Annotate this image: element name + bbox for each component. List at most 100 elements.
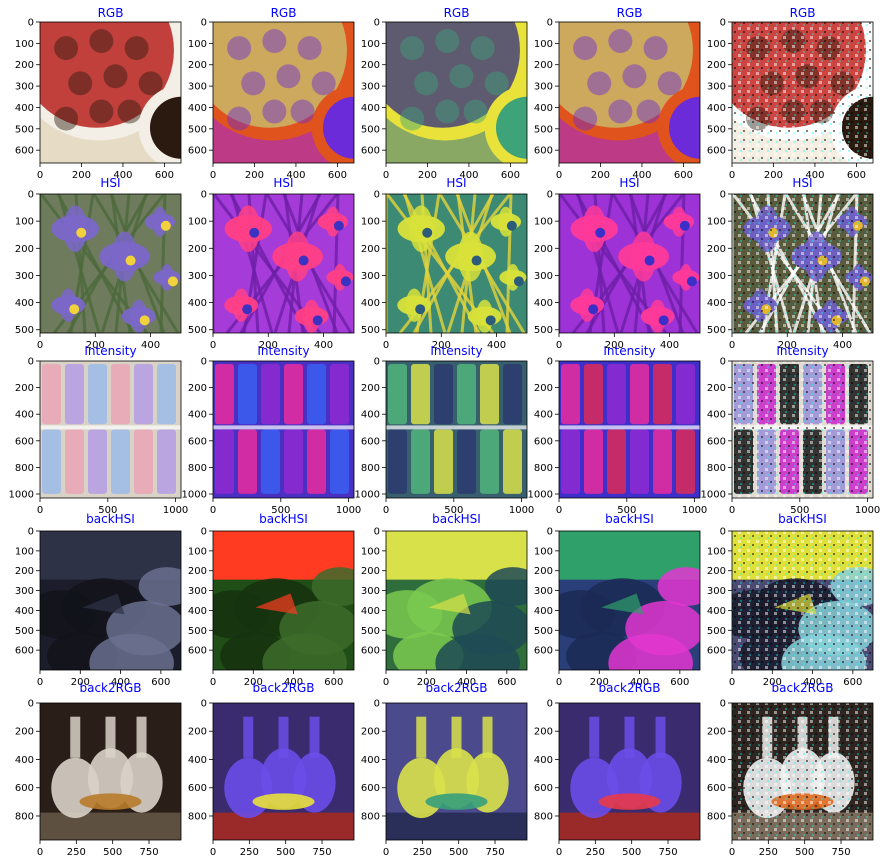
y-tick-label: 600 xyxy=(361,436,380,447)
y-tick-label: 200 xyxy=(361,60,380,71)
subplot-r5-c5: back2RGB 0 200 400 600 800 0 250 500 750 xyxy=(707,681,874,858)
y-tick-label: 0 xyxy=(28,18,34,29)
x-tick-label: 400 xyxy=(487,340,506,351)
subplot-title: RGB xyxy=(271,6,297,20)
x-tick-label: 600 xyxy=(847,170,866,181)
y-tick-label: 400 xyxy=(534,103,553,114)
subplot-r5-c2: back2RGB 0 200 400 600 800 0 250 500 750 xyxy=(188,681,355,858)
y-tick-label: 300 xyxy=(534,271,553,282)
y-tick-label: 0 xyxy=(201,18,207,29)
y-tick-label: 0 xyxy=(547,190,553,201)
y-tick-label: 200 xyxy=(707,566,726,577)
y-tick-label: 200 xyxy=(15,383,34,394)
rock-shape xyxy=(657,567,700,607)
axes-frame xyxy=(212,21,355,164)
decanter-neck xyxy=(451,716,462,758)
y-tick-label: 300 xyxy=(15,271,34,282)
y-tick-label: 200 xyxy=(534,60,553,71)
y-tick-label: 200 xyxy=(534,566,553,577)
subplot-title: back2RGB xyxy=(771,681,833,695)
y-tick-label: 400 xyxy=(15,606,34,617)
subplot-title: Intensity xyxy=(430,344,482,358)
y-tick-label: 100 xyxy=(361,39,380,50)
rock-shape xyxy=(89,633,174,670)
y-tick-label: 800 xyxy=(361,463,380,474)
decanter-neck xyxy=(416,716,427,758)
y-tick-label: 100 xyxy=(188,39,207,50)
axes-frame xyxy=(39,702,182,841)
axes-frame xyxy=(385,21,528,164)
decanter-neck xyxy=(136,716,147,758)
chalk-stick xyxy=(676,429,695,494)
y-tick-label: 200 xyxy=(534,244,553,255)
chalk-stick xyxy=(261,364,280,425)
y-tick-label: 400 xyxy=(15,103,34,114)
y-tick-label: 200 xyxy=(361,244,380,255)
x-tick-label: 600 xyxy=(843,677,862,688)
x-tick-label: 200 xyxy=(71,677,90,688)
decanter-body xyxy=(260,748,307,809)
axes-frame xyxy=(385,702,528,841)
y-tick-label: 300 xyxy=(361,82,380,93)
y-tick-label: 600 xyxy=(361,146,380,157)
x-tick-label: 250 xyxy=(759,847,778,858)
x-tick-label: 0 xyxy=(383,505,389,516)
x-tick-label: 0 xyxy=(37,170,43,181)
chalk-stick xyxy=(88,429,107,494)
y-tick-label: 0 xyxy=(28,699,34,710)
x-tick-label: 750 xyxy=(485,847,504,858)
y-tick-label: 1000 xyxy=(9,490,34,501)
y-tick-label: 600 xyxy=(707,146,726,157)
y-tick-label: 800 xyxy=(534,463,553,474)
subplot-r4-c1: backHSI 0 100 200 300 400 500 600 0 200 400 600 xyxy=(15,512,182,688)
x-tick-label: 750 xyxy=(658,847,677,858)
x-tick-label: 0 xyxy=(383,340,389,351)
y-tick-label: 400 xyxy=(188,755,207,766)
x-tick-label: 400 xyxy=(660,340,679,351)
decanter-neck xyxy=(105,716,116,758)
x-tick-label: 500 xyxy=(790,505,809,516)
y-tick-label: 400 xyxy=(15,755,34,766)
y-tick-label: 500 xyxy=(534,626,553,637)
y-tick-label: 500 xyxy=(15,325,34,336)
chalk-stick xyxy=(411,429,430,494)
x-tick-label: 1000 xyxy=(336,505,361,516)
y-tick-label: 600 xyxy=(707,436,726,447)
table-surface xyxy=(213,812,354,840)
y-tick-label: 200 xyxy=(15,60,34,71)
subplot-r5-c4: back2RGB 0 200 400 600 800 0 250 500 750 xyxy=(534,681,701,858)
decanter-neck xyxy=(589,716,600,758)
y-tick-label: 600 xyxy=(361,646,380,657)
axes-frame xyxy=(558,530,701,671)
subplot-title: Intensity xyxy=(84,344,136,358)
subplot-r1-c1: RGB 0 100 200 300 400 500 600 0 200 400 600 xyxy=(15,6,182,181)
coffee-shape xyxy=(495,96,527,159)
chalk-stick xyxy=(388,364,407,425)
y-tick-label: 500 xyxy=(534,124,553,135)
x-tick-label: 600 xyxy=(674,170,693,181)
chalk-stick xyxy=(330,429,349,494)
axes-frame xyxy=(39,193,182,334)
x-tick-label: 400 xyxy=(286,170,305,181)
y-tick-label: 200 xyxy=(534,383,553,394)
subplot-r1-c2: RGB 0 100 200 300 400 500 600 0 200 400 600 xyxy=(188,6,355,181)
x-tick-label: 0 xyxy=(37,505,43,516)
subplot-title: back2RGB xyxy=(252,681,314,695)
axes-frame xyxy=(558,193,701,334)
y-tick-label: 0 xyxy=(374,357,380,368)
chalk-stick xyxy=(42,429,61,494)
y-tick-label: 100 xyxy=(15,217,34,228)
y-tick-label: 400 xyxy=(188,103,207,114)
x-tick-label: 600 xyxy=(497,677,516,688)
chalk-stick xyxy=(88,364,107,425)
decanter-body xyxy=(87,748,134,809)
y-tick-label: 300 xyxy=(188,271,207,282)
y-tick-label: 500 xyxy=(361,124,380,135)
y-tick-label: 500 xyxy=(15,626,34,637)
y-tick-label: 800 xyxy=(15,463,34,474)
decanter-neck xyxy=(243,716,254,758)
